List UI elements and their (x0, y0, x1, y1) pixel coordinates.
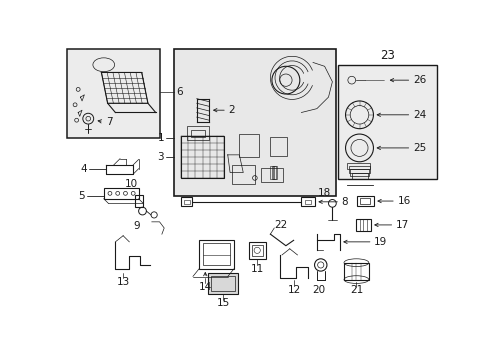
Text: 1: 1 (157, 133, 164, 143)
Text: 5: 5 (79, 191, 85, 201)
Text: 17: 17 (395, 220, 408, 230)
Text: 8: 8 (341, 197, 347, 207)
Text: 2: 2 (228, 105, 235, 115)
Text: 26: 26 (412, 75, 426, 85)
Bar (183, 199, 189, 204)
Text: 11: 11 (250, 264, 264, 274)
Text: 24: 24 (412, 110, 426, 120)
Bar (261, 168, 282, 182)
Text: 25: 25 (412, 143, 426, 153)
Bar (191, 130, 205, 137)
Bar (348, 166, 369, 172)
Bar (211, 276, 234, 291)
Bar (239, 134, 258, 157)
Bar (103, 188, 138, 199)
Bar (248, 242, 265, 259)
Bar (273, 166, 277, 179)
Bar (343, 263, 368, 280)
Bar (203, 243, 230, 265)
Bar (208, 273, 237, 294)
Text: 22: 22 (274, 220, 287, 230)
Bar (270, 137, 287, 156)
Bar (270, 166, 274, 179)
Text: 21: 21 (349, 285, 362, 295)
Bar (231, 165, 254, 184)
Bar (199, 239, 233, 269)
Text: 16: 16 (397, 196, 410, 206)
Text: 13: 13 (116, 277, 129, 287)
Text: 18: 18 (317, 188, 330, 198)
Bar (251, 245, 262, 256)
Text: 9: 9 (133, 221, 140, 231)
Bar (305, 199, 311, 204)
Text: 4: 4 (81, 165, 87, 175)
Bar (346, 163, 369, 170)
Text: 14: 14 (198, 282, 211, 292)
Bar (349, 170, 368, 176)
Text: 10: 10 (125, 179, 138, 189)
Text: 7: 7 (106, 117, 112, 127)
Bar (67, 49, 160, 138)
Bar (301, 197, 315, 206)
Bar (181, 136, 224, 178)
Bar (351, 172, 367, 179)
Bar (356, 195, 373, 206)
Text: 20: 20 (312, 285, 325, 294)
Bar (181, 197, 192, 206)
Bar (173, 49, 336, 195)
Text: 23: 23 (379, 49, 394, 62)
Text: 15: 15 (216, 298, 229, 309)
Bar (355, 219, 370, 231)
Bar (187, 126, 209, 140)
Text: 12: 12 (287, 285, 301, 294)
Bar (337, 65, 436, 179)
Bar (359, 198, 369, 204)
Text: 19: 19 (373, 237, 386, 247)
Bar (271, 166, 275, 179)
Text: 6: 6 (176, 87, 182, 97)
Bar (135, 195, 142, 207)
Text: 3: 3 (157, 152, 164, 162)
